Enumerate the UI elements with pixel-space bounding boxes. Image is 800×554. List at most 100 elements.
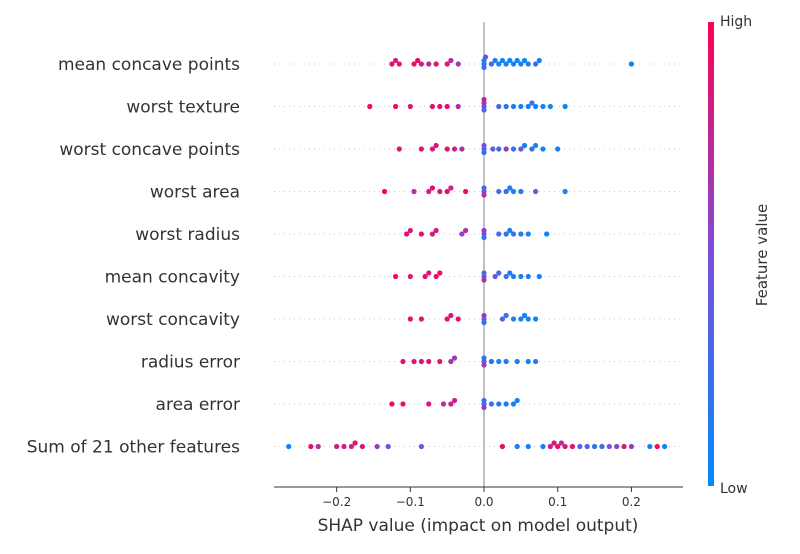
shap-point — [628, 61, 635, 67]
shap-point — [540, 443, 546, 450]
shap-point — [492, 273, 498, 280]
shap-point — [510, 188, 517, 195]
shap-point — [507, 57, 513, 64]
x-tick-label: −0.2 — [322, 495, 351, 509]
shap-point — [536, 273, 542, 280]
feature-label: area error — [156, 395, 240, 415]
shap-point — [459, 231, 465, 237]
shap-point — [448, 312, 454, 319]
shap-point — [455, 103, 461, 110]
shap-point — [481, 397, 487, 404]
shap-point — [392, 273, 399, 280]
shap-point — [440, 401, 447, 407]
shap-point — [481, 404, 487, 411]
shap-point — [529, 100, 535, 106]
shap-point — [510, 316, 517, 322]
shap-point — [481, 185, 487, 191]
shap-point — [482, 54, 489, 60]
shap-point — [407, 103, 413, 110]
shap-point — [496, 61, 502, 67]
shap-point — [540, 103, 546, 110]
shap-point — [492, 57, 498, 64]
shap-point — [496, 358, 502, 365]
shap-point — [514, 397, 520, 404]
shap-point — [444, 146, 450, 152]
shap-point — [437, 270, 443, 276]
shap-point — [518, 273, 524, 280]
shap-point — [547, 103, 553, 110]
feature-label: worst texture — [126, 98, 240, 118]
shap-point — [426, 401, 432, 407]
shap-point — [514, 358, 520, 365]
shap-point — [555, 146, 561, 152]
shap-point — [496, 146, 502, 152]
shap-point — [455, 316, 461, 322]
shap-point — [490, 146, 496, 152]
shap-point — [621, 443, 627, 450]
shap-point — [499, 443, 506, 450]
shap-point — [521, 57, 528, 64]
shap-point — [422, 273, 428, 280]
shap-point — [418, 358, 424, 365]
shap-point — [315, 443, 321, 450]
shap-point — [481, 270, 487, 276]
shap-point — [507, 185, 513, 191]
shap-point — [481, 107, 487, 113]
shap-point — [433, 142, 439, 149]
shap-point — [518, 316, 524, 322]
feature-label: worst radius — [135, 225, 240, 245]
colorbar-low-label: Low — [720, 481, 748, 497]
shap-point — [525, 231, 531, 237]
shap-point — [367, 103, 373, 110]
x-axis: −0.2 −0.1 0.0 0.1 0.2 — [274, 486, 683, 509]
shap-point — [352, 440, 358, 446]
shap-point — [433, 273, 439, 280]
shap-point — [459, 146, 465, 152]
shap-point — [525, 316, 531, 322]
row-guides — [274, 63, 683, 447]
shap-point — [411, 61, 417, 67]
shap-point — [533, 188, 539, 195]
shap-point — [488, 401, 494, 407]
shap-point — [385, 443, 391, 450]
shap-point — [514, 57, 520, 64]
shap-point — [411, 358, 417, 365]
feature-label: worst concavity — [106, 310, 240, 330]
shap-point — [437, 103, 443, 110]
shap-point — [389, 401, 395, 407]
shap-point — [518, 61, 524, 67]
shap-point — [533, 61, 539, 67]
shap-point — [503, 146, 509, 152]
shap-point — [599, 443, 605, 450]
shap-point — [503, 188, 509, 195]
shap-point — [503, 312, 509, 319]
shap-point — [429, 231, 436, 237]
shap-point — [518, 103, 524, 110]
shap-point — [562, 443, 568, 450]
shap-point — [525, 103, 531, 110]
shap-point — [510, 231, 517, 237]
shap-point — [429, 185, 436, 191]
shap-point — [444, 188, 450, 195]
shap-point — [481, 319, 487, 326]
shap-point — [591, 443, 598, 450]
shap-point — [451, 397, 458, 404]
shap-point — [381, 188, 388, 195]
feature-label: worst concave points — [59, 140, 240, 160]
shap-point — [533, 103, 539, 110]
shap-point — [525, 443, 531, 450]
shap-point — [647, 443, 653, 450]
shap-point — [533, 142, 539, 149]
shap-point — [544, 231, 550, 237]
shap-point — [429, 146, 436, 152]
shap-point — [536, 57, 542, 64]
shap-point — [577, 443, 583, 450]
x-tick-label: 0.2 — [622, 495, 641, 509]
feature-labels: mean concave points worst texture worst co… — [27, 55, 240, 458]
feature-label: mean concave points — [58, 55, 240, 75]
shap-point — [437, 358, 443, 365]
shap-point — [518, 146, 524, 152]
shap-point — [533, 316, 539, 322]
shap-point — [510, 103, 517, 110]
